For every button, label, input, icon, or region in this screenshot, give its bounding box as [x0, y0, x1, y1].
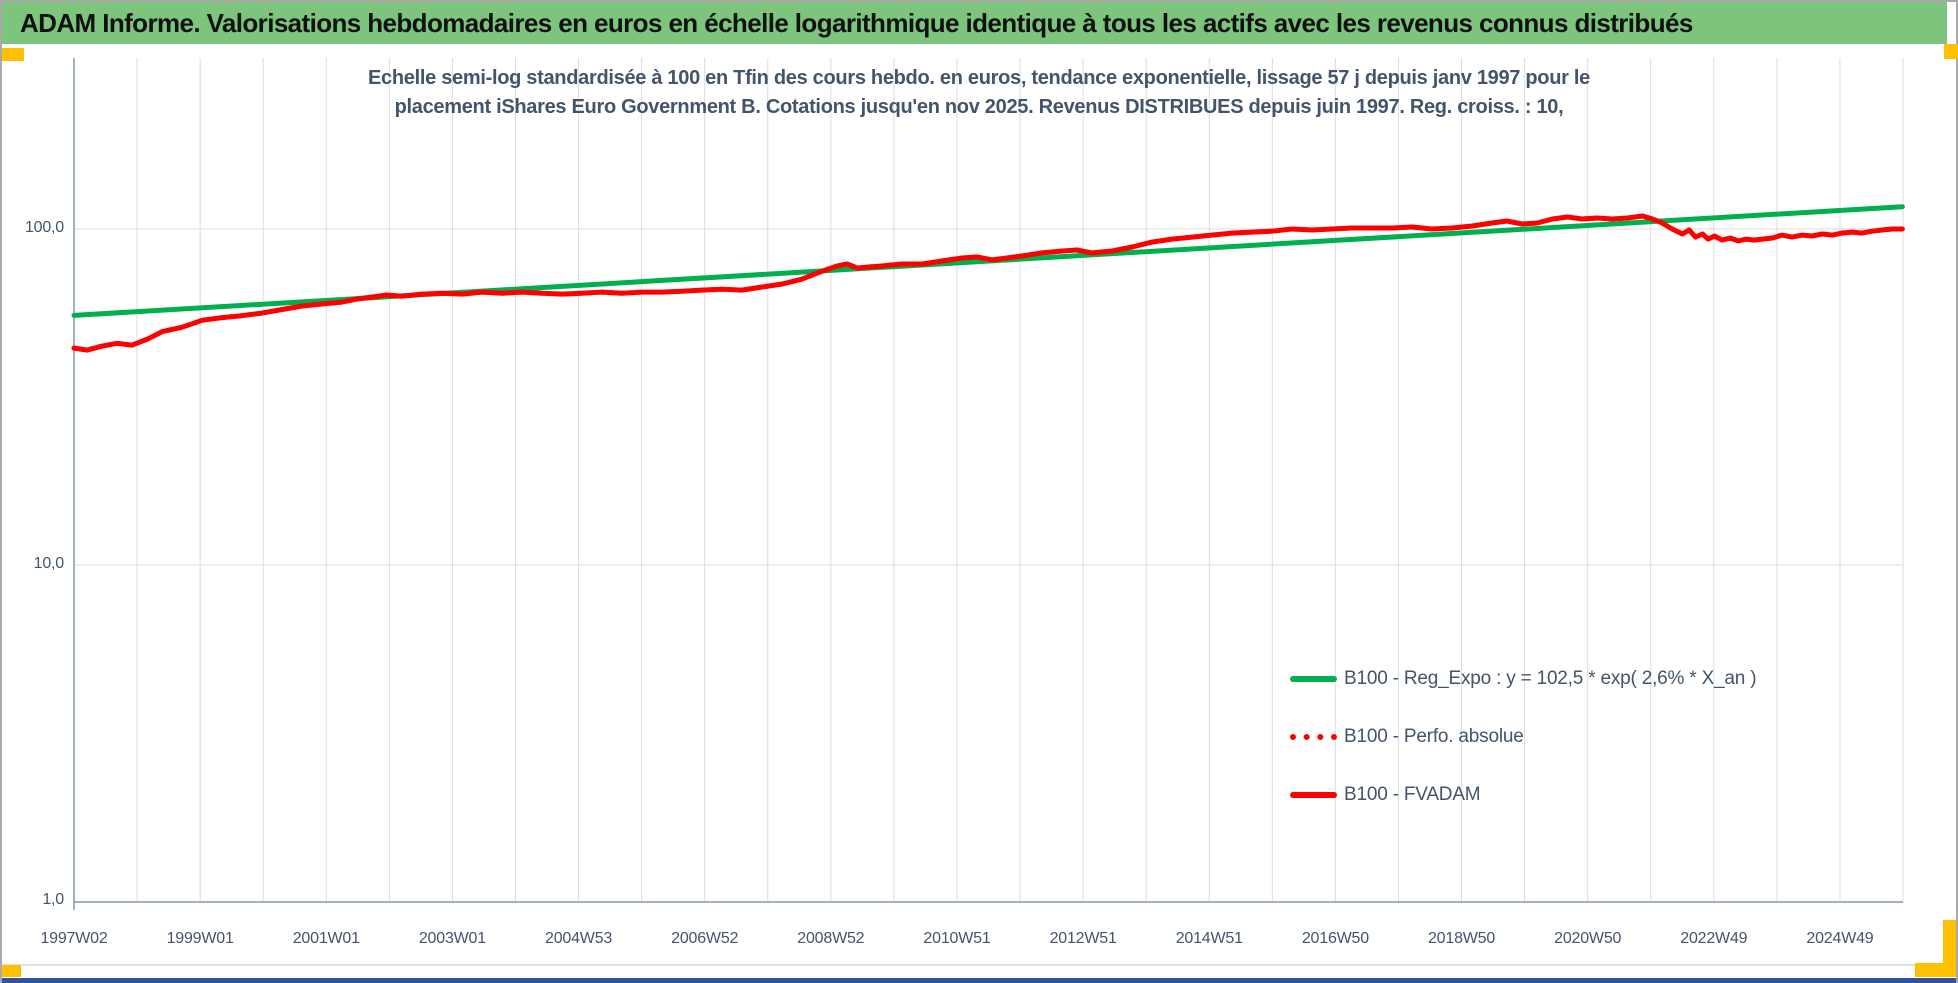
x-tick-label: 2004W53: [545, 930, 613, 947]
green-line-sample-icon: [1290, 676, 1337, 682]
x-tick-label: 1999W01: [166, 930, 234, 947]
red-line-sample-icon: [1290, 792, 1337, 798]
x-tick-label: 2006W52: [671, 930, 739, 947]
legend-label: B100 - Reg_Expo : y = 102,5 * exp( 2,6% …: [1344, 668, 1757, 689]
report-title: ADAM Informe. Valorisations hebdomadaire…: [20, 7, 1693, 38]
legend-label: B100 - FVADAM: [1344, 784, 1481, 805]
x-tick-label: 2020W50: [1554, 930, 1622, 947]
series-line-b100-fvadam: [71, 213, 1905, 353]
x-tick-label: 2003W01: [418, 930, 486, 947]
x-tick-label: 2001W01: [292, 930, 360, 947]
chart-legend: B100 - Reg_Expo : y = 102,5 * exp( 2,6% …: [1290, 650, 1757, 824]
chart-bottom-border: [2, 964, 1956, 966]
series-line-b100-perfo-absolue: [71, 213, 1905, 353]
bottom-accent-strip: [2, 978, 1956, 983]
x-tick-label: 2014W51: [1175, 930, 1243, 947]
x-tick-label: 2018W50: [1427, 930, 1496, 947]
x-tick-label: 2008W52: [797, 930, 865, 947]
x-tick-label: 2022W49: [1680, 930, 1748, 947]
corner-marker-bottom-left: [2, 965, 21, 977]
corner-marker-top-right: [1944, 44, 1958, 59]
legend-item-perfo-absolue: B100 - Perfo. absolue: [1290, 708, 1756, 766]
x-tick-label: 2010W51: [923, 930, 991, 947]
y-tick-label: 1,0: [42, 891, 64, 908]
report-header: ADAM Informe. Valorisations hebdomadaire…: [2, 2, 1947, 44]
legend-item-fvadam: B100 - FVADAM: [1290, 766, 1756, 824]
x-tick-label: 1997W02: [40, 930, 108, 947]
red-dotted-line-sample-icon: [1290, 734, 1337, 740]
y-tick-label: 100,0: [24, 219, 64, 236]
legend-label: B100 - Perfo. absolue: [1344, 726, 1524, 747]
legend-item-reg-expo: B100 - Reg_Expo : y = 102,5 * exp( 2,6% …: [1290, 650, 1757, 708]
edge-marker-right: [1943, 920, 1956, 966]
x-tick-label: 2012W51: [1049, 930, 1117, 947]
x-tick-label: 2016W50: [1301, 930, 1369, 947]
x-tick-label: 2024W49: [1806, 930, 1874, 947]
y-tick-label: 10,0: [33, 555, 65, 572]
corner-marker-top-left: [2, 48, 24, 61]
edge-marker-bottom-right: [1915, 963, 1956, 977]
